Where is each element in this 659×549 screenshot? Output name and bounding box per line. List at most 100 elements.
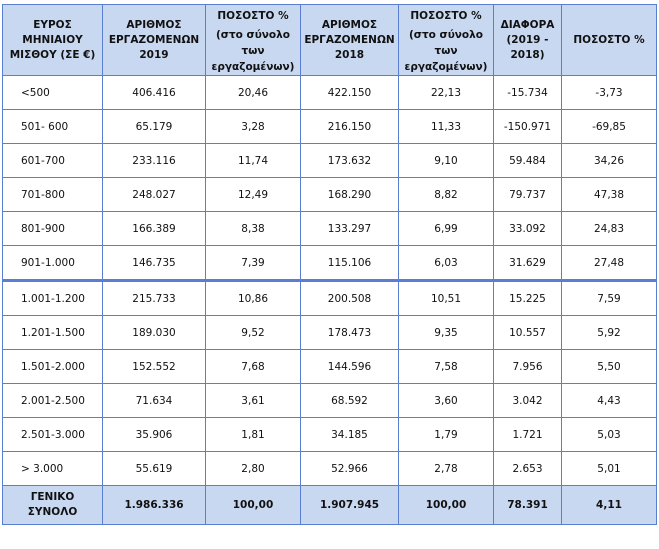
cell-percent-2019: 3,61 [205, 383, 301, 418]
salary-distribution-table: ΕΥΡΟΣ ΜΗΝΙΑΙΟΥ ΜΙΣΘΟΥ (ΣΕ €) ΑΡΙΘΜΟΣ ΕΡΓ… [2, 4, 657, 525]
header-percent-2019-note: (στο σύνολο των εργαζομένων) [205, 27, 301, 76]
cell-difference: 10.557 [493, 315, 562, 350]
cell-percent-change: 7,59 [561, 280, 657, 316]
cell-percent-change: -3,73 [561, 75, 657, 110]
cell-percent-2018: 6,99 [398, 211, 494, 246]
cell-percent-change: 24,83 [561, 211, 657, 246]
cell-percent-2018: 9,10 [398, 143, 494, 178]
table-row: 501- 600 65.179 3,28 216.150 11,33 -150.971 -6… [2, 109, 657, 144]
cell-difference: 7.956 [493, 349, 562, 384]
total-label: ΓΕΝΙΚΟ ΣΥΝΟΛΟ [2, 485, 103, 525]
cell-percent-2018: 9,35 [398, 315, 494, 350]
table-row: 1.001-1.200 215.733 10,86 200.508 10,51 15.22… [2, 280, 657, 316]
header-percent-2019: ΠΟΣΟΣΤΟ % [205, 4, 301, 27]
cell-employees-2019: 189.030 [102, 315, 206, 350]
cell-percent-2018: 3,60 [398, 383, 494, 418]
cell-difference: 33.092 [493, 211, 562, 246]
header-percent-2018-note: (στο σύνολο των εργαζομένων) [398, 27, 494, 76]
cell-salary-range: 2.001-2.500 [2, 383, 103, 418]
table-row: 901-1.000 146.735 7,39 115.106 6,03 31.629 27,… [2, 245, 657, 282]
cell-salary-range: 801-900 [2, 211, 103, 246]
cell-percent-2019: 8,38 [205, 211, 301, 246]
cell-percent-2019: 11,74 [205, 143, 301, 178]
header-employees-2018: ΑΡΙΘΜΟΣ ΕΡΓΑΖΟΜΕΝΩΝ 2018 [300, 4, 399, 76]
cell-percent-change: 5,03 [561, 417, 657, 452]
cell-salary-range: 901-1.000 [2, 245, 103, 282]
header-difference: ΔΙΑΦΟΡΑ (2019 - 2018) [493, 4, 562, 76]
header-percent-2018: ΠΟΣΟΣΤΟ % [398, 4, 494, 27]
table-row: <500 406.416 20,46 422.150 22,13 -15.734 -3,73 [2, 75, 657, 110]
cell-salary-range: 701-800 [2, 177, 103, 212]
cell-employees-2018: 178.473 [300, 315, 399, 350]
cell-percent-2018: 2,78 [398, 451, 494, 486]
cell-difference: 2.653 [493, 451, 562, 486]
cell-salary-range: 1.001-1.200 [2, 280, 103, 316]
cell-employees-2018: 133.297 [300, 211, 399, 246]
cell-percent-2019: 7,39 [205, 245, 301, 282]
cell-percent-change: -69,85 [561, 109, 657, 144]
cell-percent-2019: 10,86 [205, 280, 301, 316]
cell-difference: 1.721 [493, 417, 562, 452]
cell-percent-change: 5,01 [561, 451, 657, 486]
cell-employees-2019: 248.027 [102, 177, 206, 212]
cell-percent-2018: 22,13 [398, 75, 494, 110]
cell-percent-2019: 2,80 [205, 451, 301, 486]
cell-percent-2018: 11,33 [398, 109, 494, 144]
table-row: 1.501-2.000 152.552 7,68 144.596 7,58 7.956 5,… [2, 349, 657, 384]
cell-employees-2019: 152.552 [102, 349, 206, 384]
cell-employees-2018: 144.596 [300, 349, 399, 384]
cell-percent-2019: 1,81 [205, 417, 301, 452]
table-row: 801-900 166.389 8,38 133.297 6,99 33.092 24,83 [2, 211, 657, 246]
cell-percent-2019: 3,28 [205, 109, 301, 144]
cell-employees-2019: 215.733 [102, 280, 206, 316]
cell-employees-2018: 168.290 [300, 177, 399, 212]
table-row: 601-700 233.116 11,74 173.632 9,10 59.484 34,2… [2, 143, 657, 178]
cell-employees-2019: 166.389 [102, 211, 206, 246]
table-row: 701-800 248.027 12,49 168.290 8,82 79.737 47,3… [2, 177, 657, 212]
cell-difference: 3.042 [493, 383, 562, 418]
header-salary-range: ΕΥΡΟΣ ΜΗΝΙΑΙΟΥ ΜΙΣΘΟΥ (ΣΕ €) [2, 4, 103, 76]
table-row: 1.201-1.500 189.030 9,52 178.473 9,35 10.557 5… [2, 315, 657, 350]
cell-percent-2019: 9,52 [205, 315, 301, 350]
cell-employees-2018: 173.632 [300, 143, 399, 178]
cell-employees-2018: 115.106 [300, 245, 399, 282]
cell-salary-range: 1.501-2.000 [2, 349, 103, 384]
cell-percent-change: 5,92 [561, 315, 657, 350]
cell-salary-range: 601-700 [2, 143, 103, 178]
total-row: ΓΕΝΙΚΟ ΣΥΝΟΛΟ 1.986.336 100,00 1.907.945… [2, 485, 657, 525]
table-header: ΕΥΡΟΣ ΜΗΝΙΑΙΟΥ ΜΙΣΘΟΥ (ΣΕ €) ΑΡΙΘΜΟΣ ΕΡΓ… [2, 4, 657, 76]
cell-percent-2018: 6,03 [398, 245, 494, 282]
cell-percent-change: 47,38 [561, 177, 657, 212]
cell-difference: 59.484 [493, 143, 562, 178]
cell-salary-range: 2.501-3.000 [2, 417, 103, 452]
cell-percent-change: 4,43 [561, 383, 657, 418]
cell-percent-change: 5,50 [561, 349, 657, 384]
cell-salary-range: 1.201-1.500 [2, 315, 103, 350]
cell-employees-2019: 55.619 [102, 451, 206, 486]
cell-employees-2019: 35.906 [102, 417, 206, 452]
cell-employees-2018: 34.185 [300, 417, 399, 452]
table-row: 2.501-3.000 35.906 1,81 34.185 1,79 1.721 5,03 [2, 417, 657, 452]
header-percent-change: ΠΟΣΟΣΤΟ % [561, 4, 657, 76]
total-percent-2018: 100,00 [398, 485, 494, 525]
cell-employees-2018: 68.592 [300, 383, 399, 418]
cell-percent-change: 27,48 [561, 245, 657, 282]
cell-percent-change: 34,26 [561, 143, 657, 178]
cell-percent-2019: 12,49 [205, 177, 301, 212]
table-body: <500 406.416 20,46 422.150 22,13 -15.734 -3,73… [2, 75, 657, 486]
cell-employees-2018: 422.150 [300, 75, 399, 110]
total-employees-2019: 1.986.336 [102, 485, 206, 525]
total-percent-2019: 100,00 [205, 485, 301, 525]
header-employees-2019: ΑΡΙΘΜΟΣ ΕΡΓΑΖΟΜΕΝΩΝ 2019 [102, 4, 206, 76]
cell-employees-2018: 216.150 [300, 109, 399, 144]
cell-difference: 31.629 [493, 245, 562, 282]
cell-employees-2019: 65.179 [102, 109, 206, 144]
table-footer: ΓΕΝΙΚΟ ΣΥΝΟΛΟ 1.986.336 100,00 1.907.945… [2, 485, 657, 525]
cell-percent-2019: 7,68 [205, 349, 301, 384]
cell-employees-2018: 52.966 [300, 451, 399, 486]
total-employees-2018: 1.907.945 [300, 485, 399, 525]
cell-percent-2018: 7,58 [398, 349, 494, 384]
cell-percent-2018: 8,82 [398, 177, 494, 212]
cell-employees-2019: 233.116 [102, 143, 206, 178]
cell-difference: 79.737 [493, 177, 562, 212]
